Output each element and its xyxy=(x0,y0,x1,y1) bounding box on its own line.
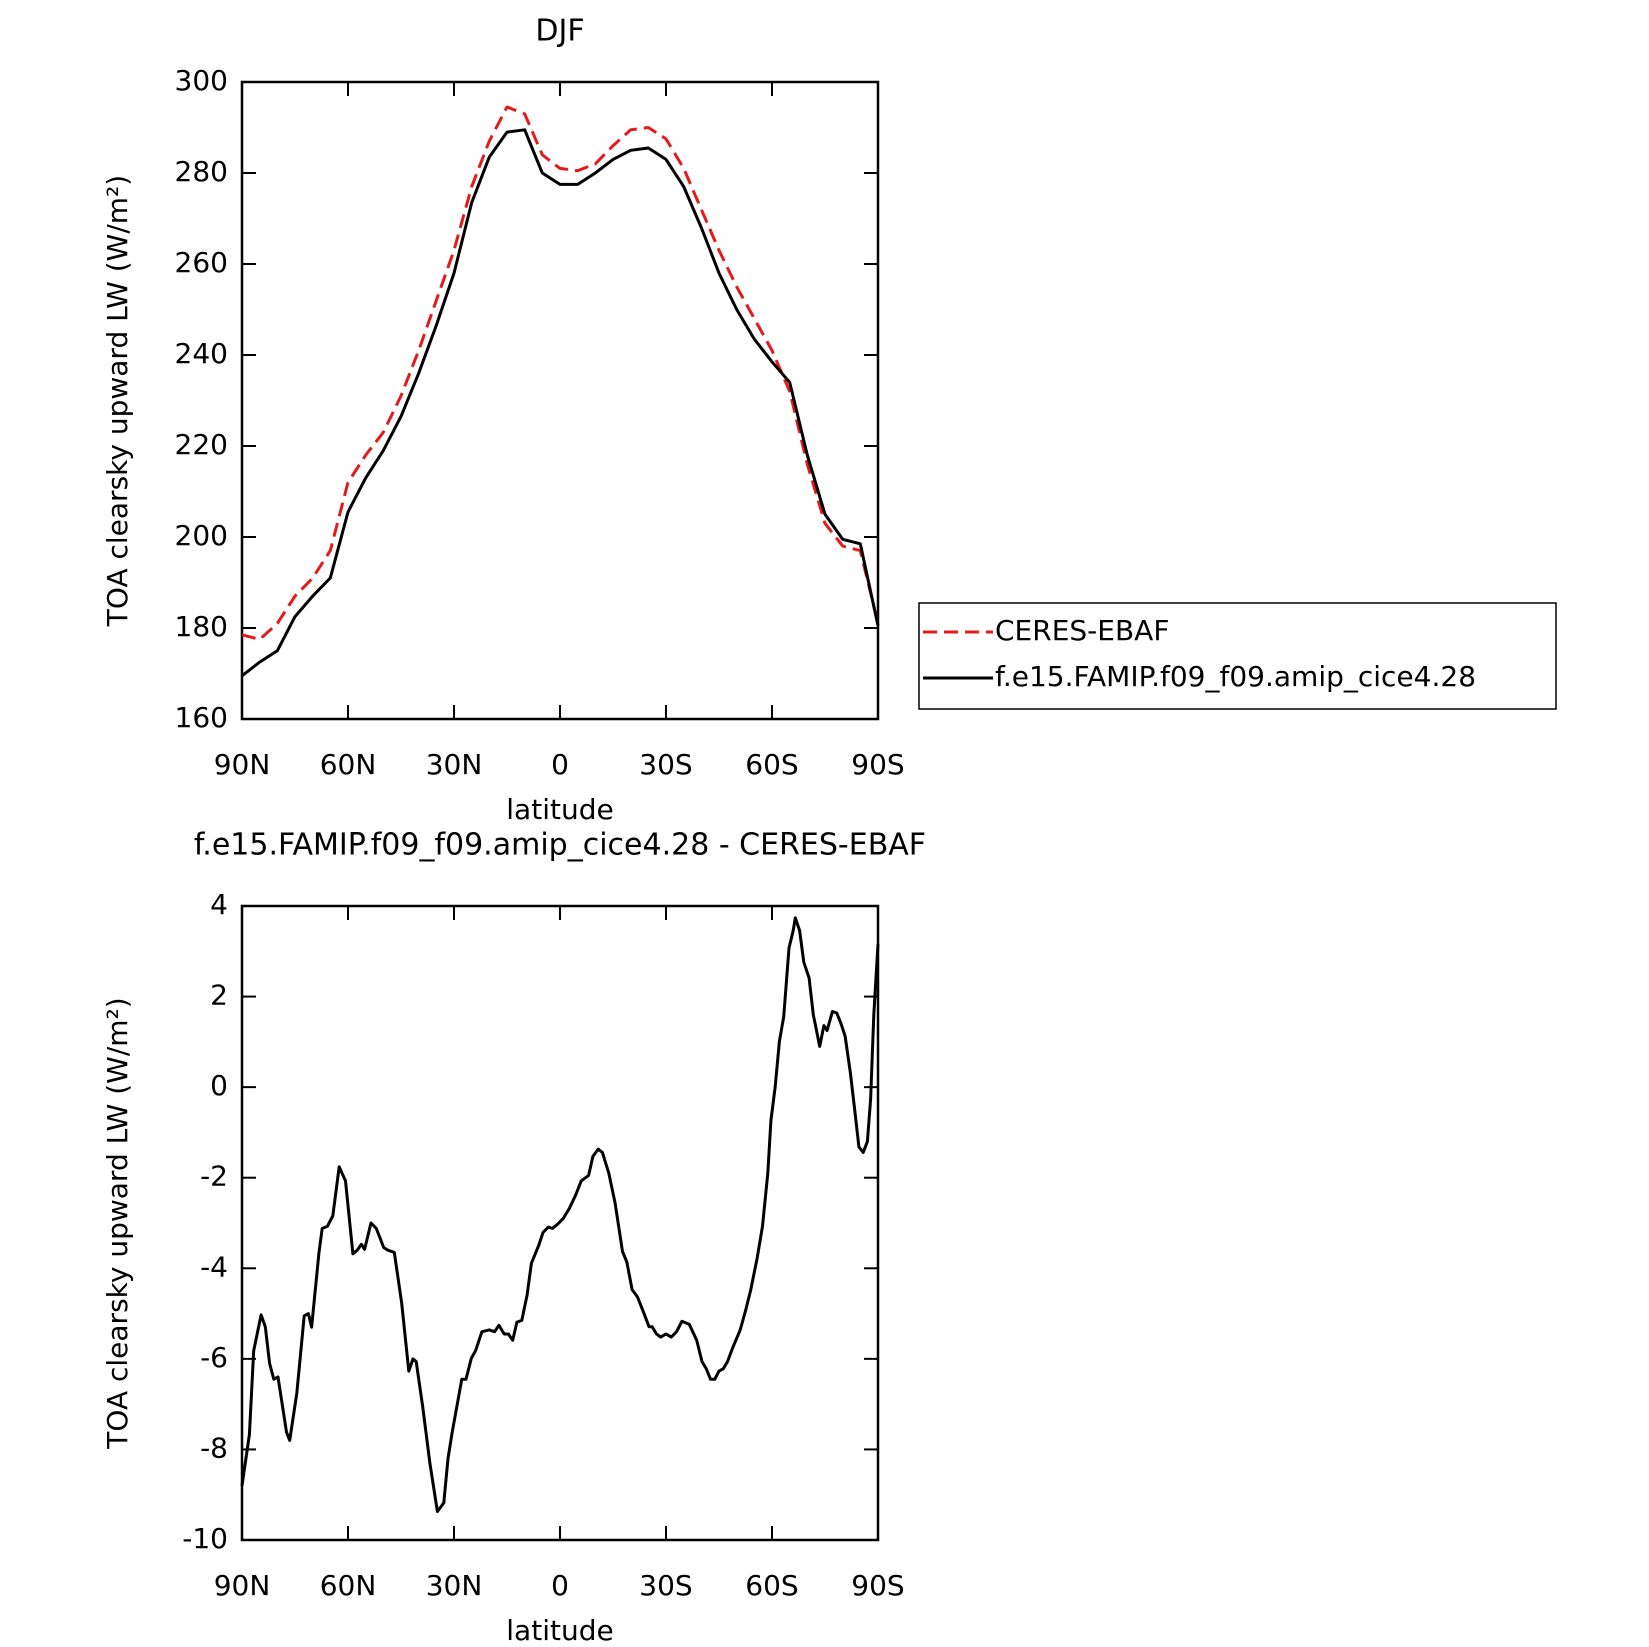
y-tick-label: 260 xyxy=(175,246,228,279)
y-axis-title: TOA clearsky upward LW (W/m²) xyxy=(101,175,134,627)
x-tick-label: 60S xyxy=(745,748,798,781)
x-tick-label: 90N xyxy=(214,1569,271,1602)
x-tick-label: 30S xyxy=(639,1569,692,1602)
y-axis-title: TOA clearsky upward LW (W/m²) xyxy=(101,997,134,1449)
y-tick-label: -6 xyxy=(200,1341,228,1374)
x-tick-label: 30S xyxy=(639,748,692,781)
y-tick-label: -8 xyxy=(200,1431,228,1464)
chart-title: DJF xyxy=(535,14,584,49)
x-tick-label: 90N xyxy=(214,748,271,781)
y-tick-label: 280 xyxy=(175,155,228,188)
series-line xyxy=(241,128,880,677)
legend-label: f.e15.FAMIP.f09_f09.amip_cice4.28 xyxy=(995,660,1476,693)
y-tick-label: 300 xyxy=(175,64,228,97)
x-tick-label: 90S xyxy=(851,1569,904,1602)
x-tick-label: 30N xyxy=(426,1569,483,1602)
x-tick-label: 30N xyxy=(426,748,483,781)
x-tick-label: 90S xyxy=(851,748,904,781)
plot-frame xyxy=(240,80,880,721)
x-axis-title: latitude xyxy=(506,1614,613,1647)
x-tick-label: 60N xyxy=(320,1569,377,1602)
series-line xyxy=(240,916,880,1513)
y-tick-label: 4 xyxy=(210,888,228,921)
y-tick-label: 220 xyxy=(175,428,228,461)
y-tick-label: 240 xyxy=(175,337,228,370)
y-tick-label: 2 xyxy=(210,979,228,1012)
x-axis-title: latitude xyxy=(506,793,613,826)
x-tick-label: 60S xyxy=(745,1569,798,1602)
x-tick-label: 60N xyxy=(320,748,377,781)
series-line xyxy=(241,105,880,641)
x-tick-label: 0 xyxy=(551,1569,569,1602)
legend-label: CERES-EBAF xyxy=(995,614,1169,647)
y-tick-label: 0 xyxy=(210,1069,228,1102)
legend-box xyxy=(918,602,1557,710)
y-tick-label: -4 xyxy=(200,1250,228,1283)
y-tick-label: 200 xyxy=(175,519,228,552)
y-tick-label: -10 xyxy=(182,1522,228,1555)
chart-title: f.e15.FAMIP.f09_f09.amip_cice4.28 - CERE… xyxy=(194,828,926,863)
y-tick-label: -2 xyxy=(200,1160,228,1193)
y-tick-label: 160 xyxy=(175,701,228,734)
x-tick-label: 0 xyxy=(551,748,569,781)
y-tick-label: 180 xyxy=(175,610,228,643)
